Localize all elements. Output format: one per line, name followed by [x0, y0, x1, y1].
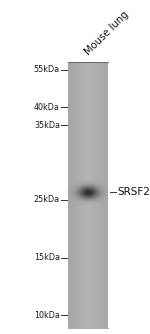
Text: SRSF2: SRSF2 — [117, 187, 150, 197]
Text: 40kDa: 40kDa — [34, 103, 60, 112]
Text: 25kDa: 25kDa — [34, 195, 60, 204]
Text: 55kDa: 55kDa — [34, 65, 60, 74]
Text: 35kDa: 35kDa — [34, 121, 60, 130]
Text: 15kDa: 15kDa — [34, 254, 60, 263]
Text: 10kDa: 10kDa — [34, 311, 60, 320]
Text: Mouse lung: Mouse lung — [83, 9, 131, 57]
